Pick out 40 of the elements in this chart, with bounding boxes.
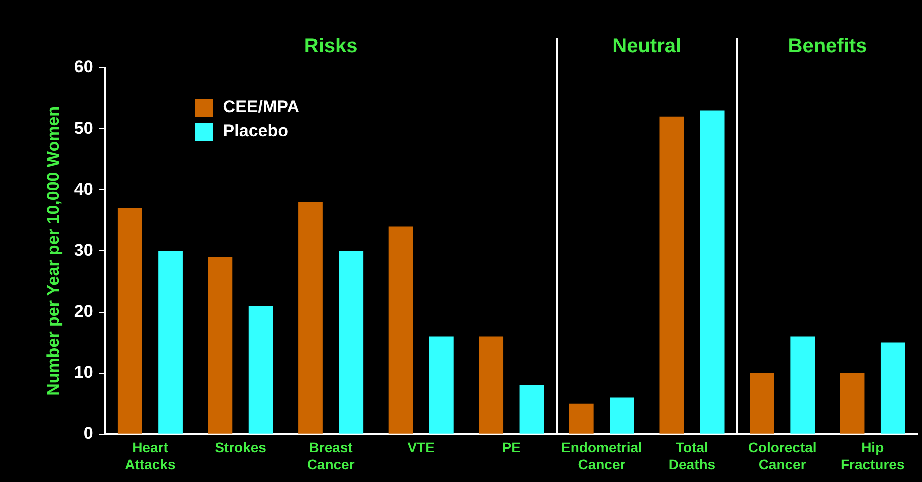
- text: Benefits: [788, 36, 868, 58]
- bar: [880, 342, 906, 434]
- y-tick-label: 60: [74, 58, 94, 77]
- y-tick-label: 10: [74, 363, 94, 382]
- x-tick-label: Endometrial Cancer: [562, 440, 642, 472]
- y-tick-label: 0: [84, 424, 94, 444]
- x-tick-label: Strokes: [215, 440, 267, 456]
- y-tick-label: 40: [74, 180, 94, 199]
- bar: [248, 306, 274, 434]
- bar: [208, 257, 233, 434]
- bar: [158, 251, 183, 434]
- bar: [790, 336, 816, 434]
- bar: [610, 398, 634, 434]
- y-axis-title: Number per Year per 10,000 Women: [44, 106, 63, 396]
- bar: [840, 373, 865, 434]
- legend-label: CEE/MPA: [223, 98, 300, 117]
- y-tick-label: 20: [74, 302, 94, 321]
- bar: [339, 251, 364, 434]
- bar: [520, 386, 544, 434]
- x-tick-label: VTE: [408, 440, 435, 456]
- legend-label: Placebo: [223, 122, 289, 141]
- x-tick-label: Heart Attacks: [125, 440, 176, 472]
- text: Neutral: [612, 36, 682, 58]
- x-tick-label: PE: [502, 440, 521, 456]
- x-tick-label: Total Deaths: [668, 440, 716, 472]
- bar: [298, 202, 323, 434]
- bar: [479, 336, 504, 434]
- bar: [118, 208, 142, 434]
- y-tick-label: 50: [74, 118, 94, 138]
- bar: [700, 110, 725, 434]
- x-tick-label: Breast Cancer: [307, 440, 356, 472]
- bar: [750, 373, 774, 434]
- bar: [569, 404, 594, 434]
- bar: [429, 336, 454, 434]
- bar: [660, 116, 684, 434]
- x-tick-label: Hip Fractures: [840, 440, 905, 472]
- y-tick-label: 30: [74, 240, 94, 260]
- x-tick-label: Colorectal Cancer: [748, 440, 817, 472]
- text: Risks: [304, 36, 358, 58]
- bar: [388, 226, 414, 434]
